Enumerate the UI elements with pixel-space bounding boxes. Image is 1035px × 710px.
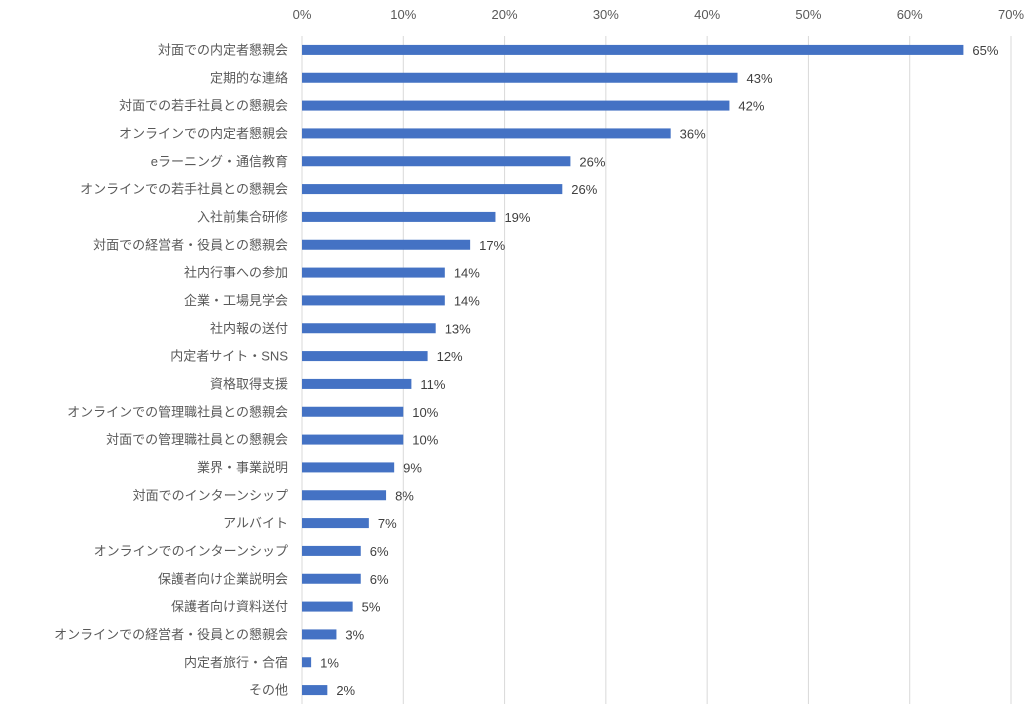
category-label: eラーニング・通信教育 <box>151 154 288 169</box>
bar <box>302 323 436 334</box>
bar <box>302 490 387 501</box>
bar <box>302 518 369 529</box>
bar <box>302 406 404 417</box>
category-label: 内定者旅行・合宿 <box>184 655 288 670</box>
data-label: 10% <box>412 433 438 448</box>
data-label: 10% <box>412 405 438 420</box>
bar <box>302 351 428 362</box>
category-label: 保護者向け資料送付 <box>171 599 288 614</box>
bar <box>302 156 571 167</box>
data-label: 43% <box>747 71 773 86</box>
bar <box>302 72 738 83</box>
x-tick-label: 30% <box>593 7 619 22</box>
data-label: 6% <box>370 544 389 559</box>
category-label: 対面でのインターンシップ <box>133 488 288 503</box>
x-tick-label: 20% <box>492 7 518 22</box>
data-label: 14% <box>454 266 480 281</box>
data-label: 65% <box>972 43 998 58</box>
bar <box>302 629 337 640</box>
data-label: 42% <box>738 99 764 114</box>
data-label: 2% <box>336 683 355 698</box>
data-label: 1% <box>320 655 339 670</box>
bar <box>302 657 312 668</box>
data-label: 36% <box>680 126 706 141</box>
category-label: オンラインでの管理職社員との懇親会 <box>67 404 288 419</box>
data-label: 9% <box>403 460 422 475</box>
data-label: 26% <box>579 154 605 169</box>
category-label: 社内行事への参加 <box>184 265 288 280</box>
x-tick-label: 0% <box>293 7 312 22</box>
category-label: 定期的な連絡 <box>210 70 288 85</box>
bar <box>302 545 361 556</box>
bar <box>302 601 353 612</box>
data-label: 12% <box>437 349 463 364</box>
data-label: 14% <box>454 293 480 308</box>
data-label: 13% <box>445 321 471 336</box>
data-label: 6% <box>370 572 389 587</box>
bar <box>302 239 471 250</box>
bar <box>302 573 361 584</box>
category-label: オンラインでの内定者懇親会 <box>119 126 288 141</box>
data-label: 7% <box>378 516 397 531</box>
x-tick-label: 60% <box>897 7 923 22</box>
bar <box>302 211 496 222</box>
category-label: 対面での管理職社員との懇親会 <box>106 432 288 447</box>
data-label: 3% <box>345 627 364 642</box>
category-label: 対面での若手社員との懇親会 <box>119 98 288 113</box>
x-tick-label: 50% <box>795 7 821 22</box>
bar <box>302 100 730 111</box>
bar <box>302 295 445 306</box>
x-tick-label: 40% <box>694 7 720 22</box>
category-label: オンラインでのインターンシップ <box>94 543 288 558</box>
category-label: アルバイト <box>223 516 288 531</box>
category-label: 対面での経営者・役員との懇親会 <box>93 237 288 252</box>
data-label: 11% <box>420 377 445 392</box>
bar <box>302 128 671 139</box>
bar <box>302 434 404 445</box>
data-label: 17% <box>479 238 505 253</box>
category-label: 社内報の送付 <box>210 321 288 336</box>
category-label: オンラインでの若手社員との懇親会 <box>80 182 288 197</box>
bar <box>302 462 395 473</box>
bar <box>302 685 328 696</box>
category-label: 内定者サイト・SNS <box>170 349 288 364</box>
category-label: その他 <box>249 683 288 698</box>
data-label: 8% <box>395 488 414 503</box>
x-tick-label: 10% <box>390 7 416 22</box>
bar <box>302 184 563 195</box>
category-label: 対面での内定者懇親会 <box>158 42 288 57</box>
category-label: 資格取得支援 <box>210 376 288 391</box>
bar <box>302 267 445 278</box>
data-label: 19% <box>504 210 530 225</box>
category-label: 企業・工場見学会 <box>184 293 288 308</box>
category-label: 業界・事業説明 <box>197 460 288 475</box>
data-label: 26% <box>571 182 597 197</box>
x-tick-label: 70% <box>998 7 1024 22</box>
category-label: オンラインでの経営者・役員との懇親会 <box>54 627 288 642</box>
bar <box>302 378 412 389</box>
category-label: 保護者向け企業説明会 <box>158 571 288 586</box>
data-label: 5% <box>362 600 381 615</box>
bar <box>302 44 964 55</box>
category-label: 入社前集合研修 <box>197 209 288 224</box>
